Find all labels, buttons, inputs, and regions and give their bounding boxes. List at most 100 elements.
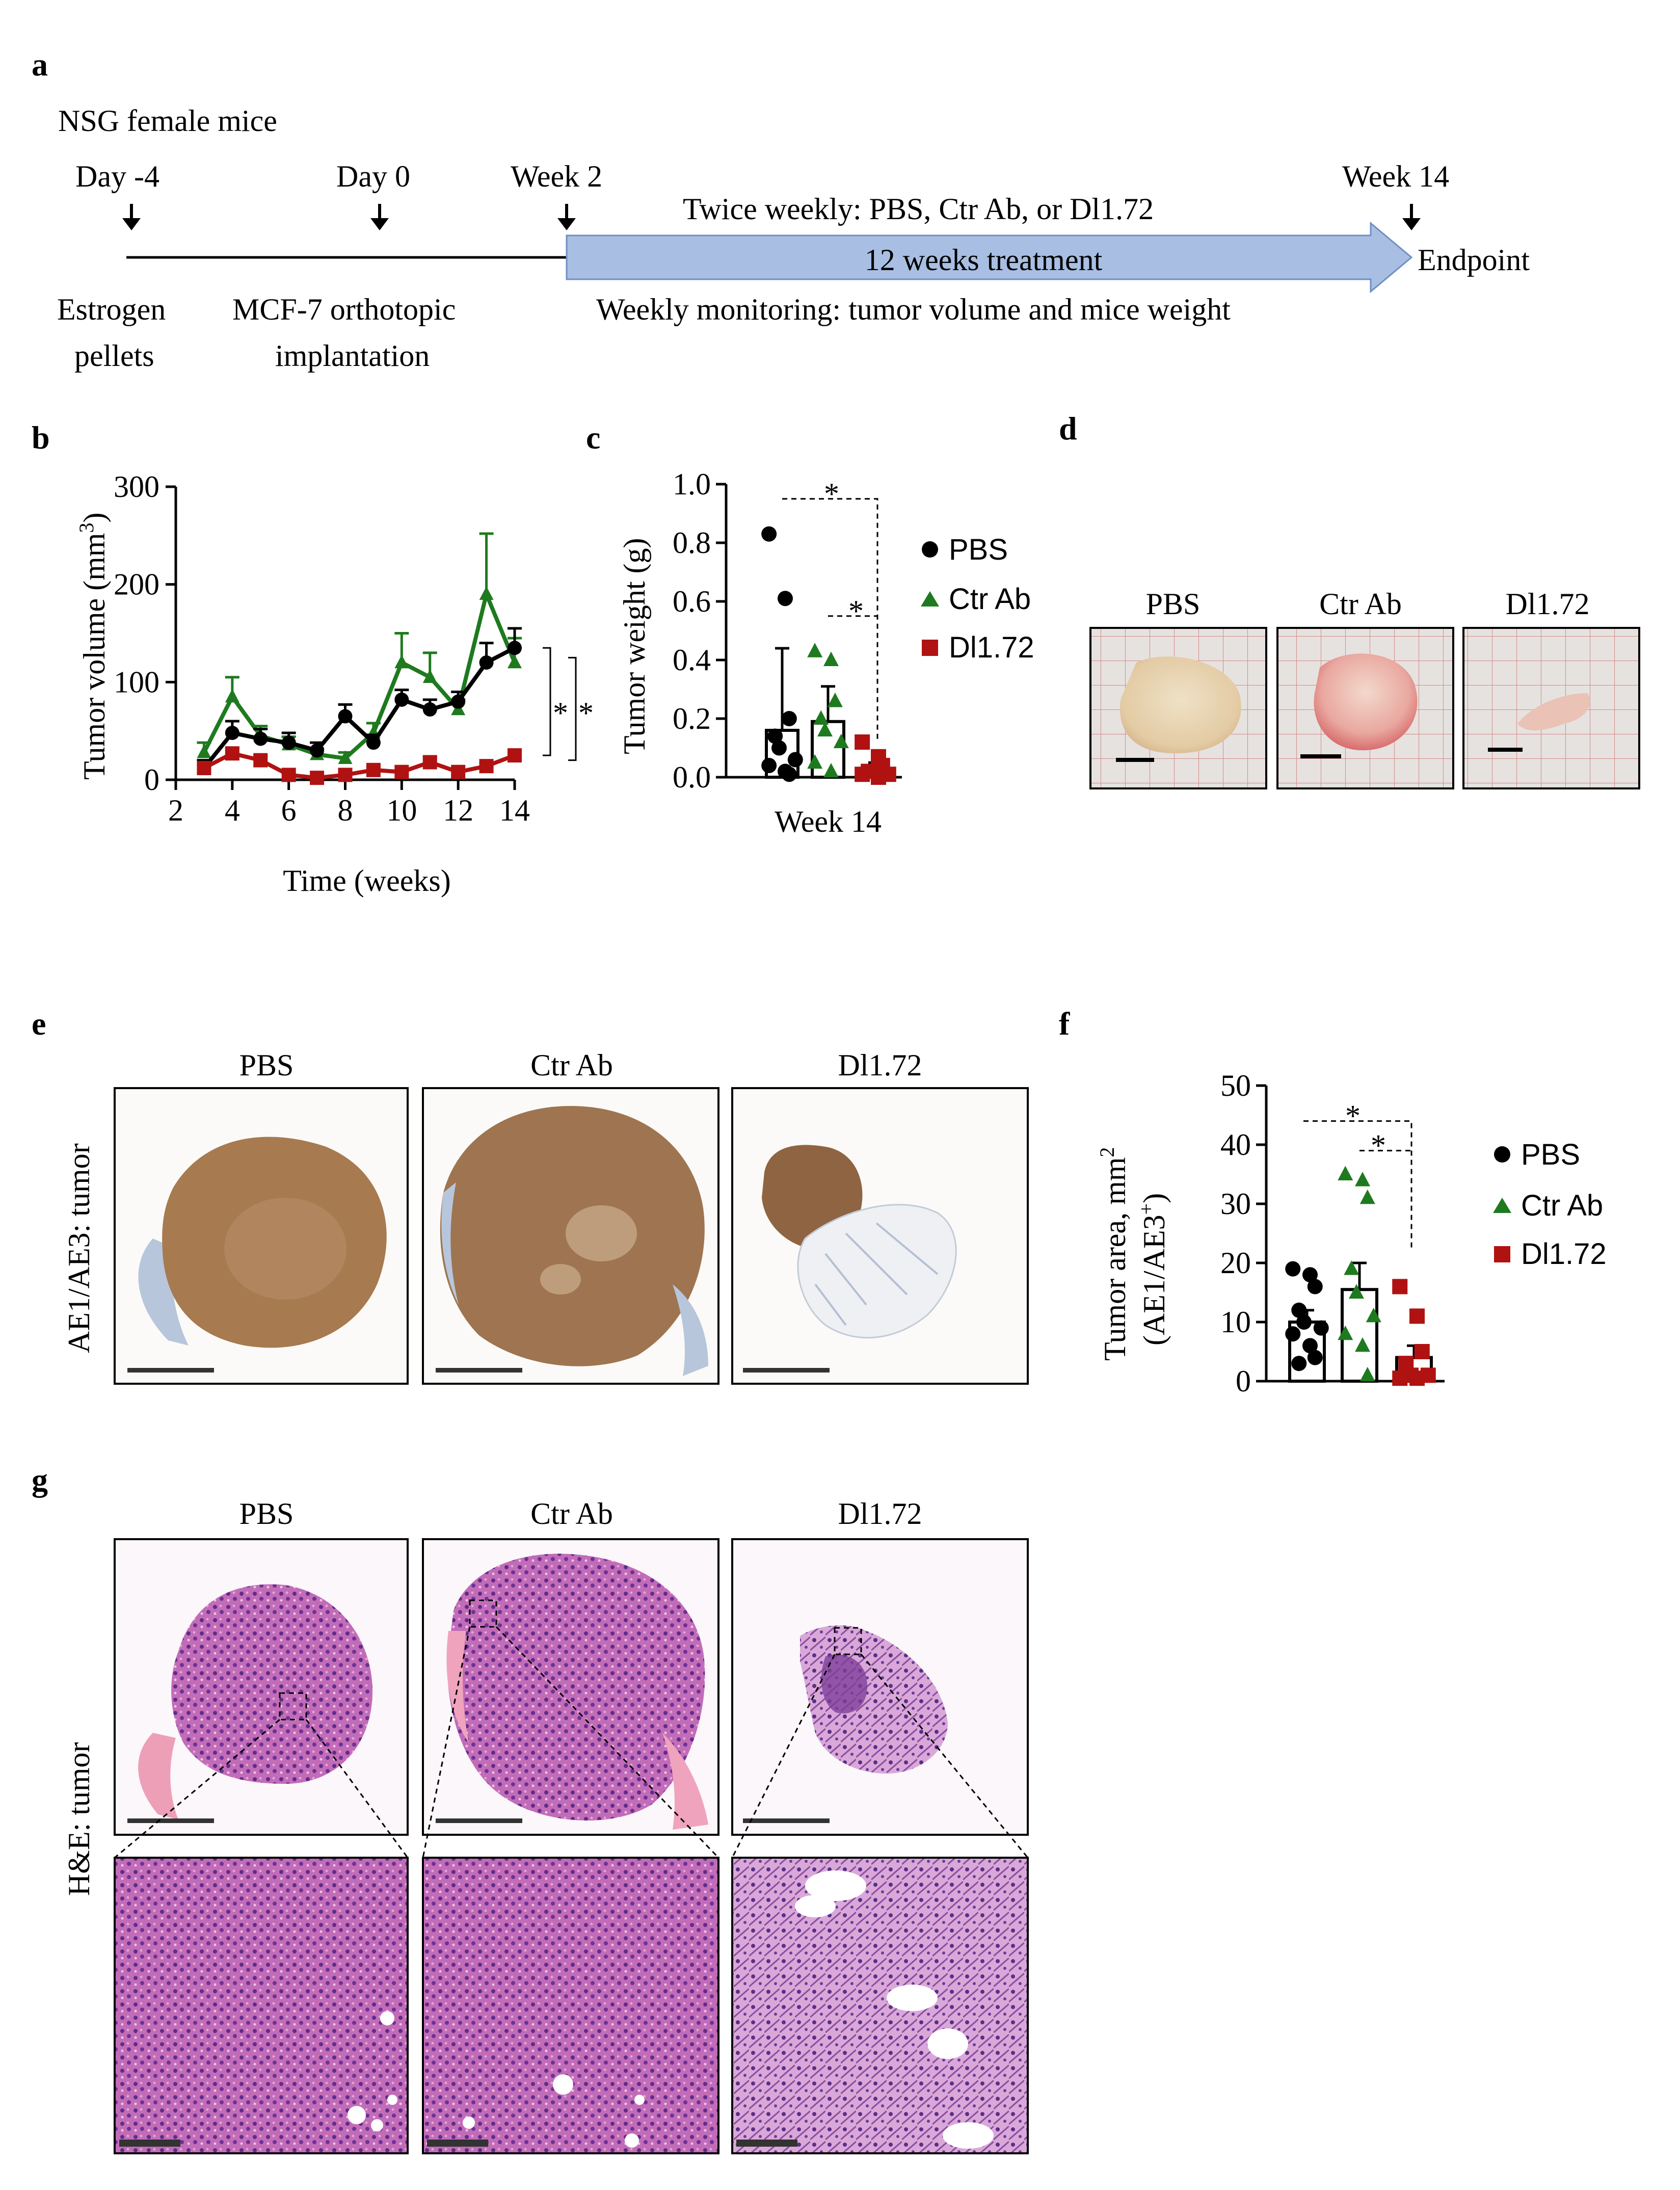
chart-b-point <box>422 669 437 683</box>
chart-b-point <box>366 762 381 777</box>
chart-f-point <box>1302 1267 1318 1283</box>
tumor-volume-chart: 0 100 200 300 2 4 6 8 10 12 14 * * <box>114 470 594 827</box>
chart-c-ylabel: Tumor weight (g) <box>618 538 651 754</box>
ihc-scale-ctr <box>436 1368 522 1373</box>
he-zoom-dl <box>731 1857 1029 2154</box>
he-zoom-ctr <box>422 1857 719 2154</box>
chart-c-sig-2: * <box>848 594 864 628</box>
chart-b-ytick-label: 100 <box>114 665 159 699</box>
chart-b-xtick-label: 14 <box>499 794 530 827</box>
panel-a: a NSG female mice Day -4 Day 0 Week 2 We… <box>32 46 1530 373</box>
chart-f-point <box>1359 1189 1375 1204</box>
chart-f-point <box>1366 1307 1381 1323</box>
chart-b-point <box>225 726 239 740</box>
he-scale-pbs <box>127 1818 214 1823</box>
week2-label: Week 2 <box>511 160 602 193</box>
legend-f-pbs: PBS <box>1521 1138 1580 1171</box>
scale-bar-pbs <box>1116 758 1154 762</box>
chart-b-point <box>394 654 409 669</box>
chart-f-sig-2: * <box>1371 1129 1386 1163</box>
chart-c-point <box>871 770 886 785</box>
chart-b-point <box>225 689 239 703</box>
endpoint-label: Endpoint <box>1418 243 1530 277</box>
tumor-ctr <box>1314 653 1418 751</box>
he-roi-ctr <box>469 1599 497 1628</box>
chart-f-point <box>1296 1314 1312 1330</box>
chart-f-point <box>1302 1338 1318 1354</box>
chart-b-ytick-label: 0 <box>144 763 159 797</box>
photo-d-label-pbs: PBS <box>1146 587 1201 621</box>
week14-label: Week 14 <box>1342 160 1449 193</box>
chart-b-point <box>338 768 353 782</box>
chart-f-point <box>1392 1279 1408 1295</box>
chart-c-ytick-label: 0.2 <box>673 702 711 735</box>
chart-b-xtick-label: 8 <box>338 794 353 827</box>
chart-c-point <box>813 710 829 725</box>
photo-d-ctr <box>1276 627 1454 789</box>
chart-c-sig-1: * <box>824 477 839 511</box>
chart-c-point <box>817 722 833 736</box>
he-zoom-scale-dl <box>736 2140 797 2147</box>
he-label-ctr: Ctr Ab <box>530 1497 613 1531</box>
chart-b-xtick-label: 4 <box>225 794 240 827</box>
panel-letter-a: a <box>32 46 48 83</box>
chart-c-point <box>823 651 839 666</box>
he-overview-pbs <box>114 1538 409 1836</box>
chart-b-point <box>225 746 239 761</box>
chart-f-ytick-label: 50 <box>1220 1069 1251 1102</box>
panel-letter-g: g <box>32 1462 48 1498</box>
chart-c-ytick-label: 0.8 <box>673 526 711 560</box>
chart-b-point <box>422 702 437 717</box>
chart-b-ytick-label: 200 <box>114 568 159 601</box>
photo-d-label-dl: Dl1.72 <box>1506 587 1590 621</box>
he-overview-ctr <box>422 1538 719 1836</box>
tumor-pbs <box>1120 656 1241 754</box>
scale-bar-dl <box>1488 748 1523 752</box>
treatment-label: 12 weeks treatment <box>865 243 1103 277</box>
chart-f-point <box>1392 1370 1408 1386</box>
chart-b-point <box>366 735 381 750</box>
chart-f-point <box>1285 1261 1301 1277</box>
panel-d: d PBS Ctr Ab Dl1.72 <box>1059 410 1640 789</box>
chart-f-ylabel-1: Tumor area, mm2 <box>1096 1147 1132 1361</box>
timeline-arrows <box>122 204 1421 230</box>
chart-f-point <box>1355 1172 1370 1186</box>
chart-c-ytick-label: 0.0 <box>673 760 711 794</box>
chart-c-point <box>855 734 870 750</box>
chart-b-point <box>451 694 466 709</box>
chart-b-point <box>310 771 325 785</box>
chart-b-point <box>281 735 296 750</box>
chart-c-point <box>807 643 823 657</box>
chart-b-point <box>338 750 353 764</box>
chart-f-point <box>1355 1337 1370 1352</box>
chart-c-point <box>833 733 849 748</box>
legend-c-dl: Dl1.72 <box>949 631 1034 664</box>
chart-b-xlabel: Time (weeks) <box>283 864 450 898</box>
panel-letter-f: f <box>1059 1006 1070 1042</box>
legend-f-ctr: Ctr Ab <box>1521 1189 1603 1222</box>
day0-label: Day 0 <box>336 160 410 193</box>
chart-f-legend: PBS Ctr Ab Dl1.72 <box>1493 1138 1607 1271</box>
week14-arrowhead <box>1402 218 1421 230</box>
chart-b-xtick-label: 12 <box>443 794 473 827</box>
legend-f-ctr-marker <box>1493 1198 1511 1213</box>
panel-letter-c: c <box>586 419 600 456</box>
chart-f-point <box>1313 1320 1329 1336</box>
chart-b-point <box>310 743 325 758</box>
he-scale-ctr <box>436 1818 522 1823</box>
day-minus4-label: Day -4 <box>75 160 159 193</box>
zoom-lines <box>114 1626 1029 1859</box>
chart-f-point <box>1349 1284 1364 1299</box>
chart-b-point <box>508 654 522 669</box>
chart-c-point <box>761 526 777 542</box>
he-scale-dl <box>743 1818 830 1823</box>
chart-f-ytick-label: 30 <box>1220 1187 1251 1221</box>
legend-c-pbs-marker <box>922 541 938 558</box>
chart-b-sig-2: * <box>578 696 594 730</box>
mice-label: NSG female mice <box>58 104 277 138</box>
chart-c-bracket-1 <box>782 498 878 742</box>
chart-c-ytick-label: 0.4 <box>673 643 711 677</box>
chart-b-point <box>253 731 268 746</box>
he-zoom-pbs <box>114 1857 409 2154</box>
tumor-area-chart: 0 10 20 30 40 50 * * <box>1220 1069 1445 1398</box>
